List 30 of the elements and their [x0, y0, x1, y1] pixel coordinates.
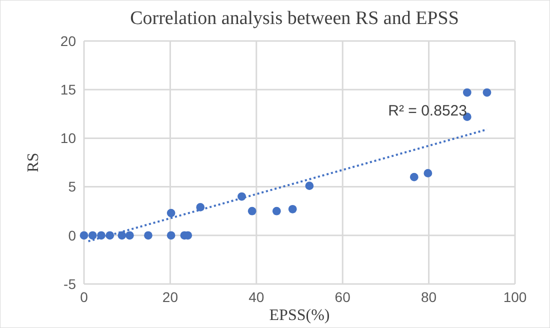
point — [305, 182, 314, 190]
annotation: R² = 0.8523 — [388, 102, 467, 120]
chart-title: Correlation analysis between RS and EPSS — [130, 8, 459, 29]
point — [144, 231, 152, 240]
y-tick-label: -5 — [64, 276, 76, 292]
point — [410, 172, 418, 182]
point — [424, 168, 432, 178]
point — [462, 88, 472, 97]
y-tick-label: 0 — [68, 227, 76, 244]
point — [80, 231, 88, 240]
y-tick-label: 10 — [60, 130, 76, 146]
point — [288, 204, 297, 214]
x-tick-label: 40 — [248, 289, 264, 305]
x-tick-label: 0 — [80, 289, 88, 305]
point — [272, 206, 281, 216]
point — [248, 206, 256, 216]
x-tick-label: 100 — [503, 289, 527, 305]
y-tick-label: 5 — [68, 178, 76, 195]
point — [166, 231, 176, 240]
point — [482, 88, 492, 97]
x-tick-label: 60 — [334, 289, 351, 305]
point — [166, 208, 176, 218]
point — [125, 231, 134, 240]
y-axis-title: RS — [25, 152, 42, 172]
y-tick-label: 20 — [60, 32, 76, 49]
x-tick-label: 20 — [162, 289, 178, 305]
x-axis-title: EPSS(%) — [269, 307, 330, 324]
y-tick-label: 15 — [60, 82, 76, 98]
point — [88, 231, 97, 240]
x-tick-label: 80 — [421, 289, 437, 305]
